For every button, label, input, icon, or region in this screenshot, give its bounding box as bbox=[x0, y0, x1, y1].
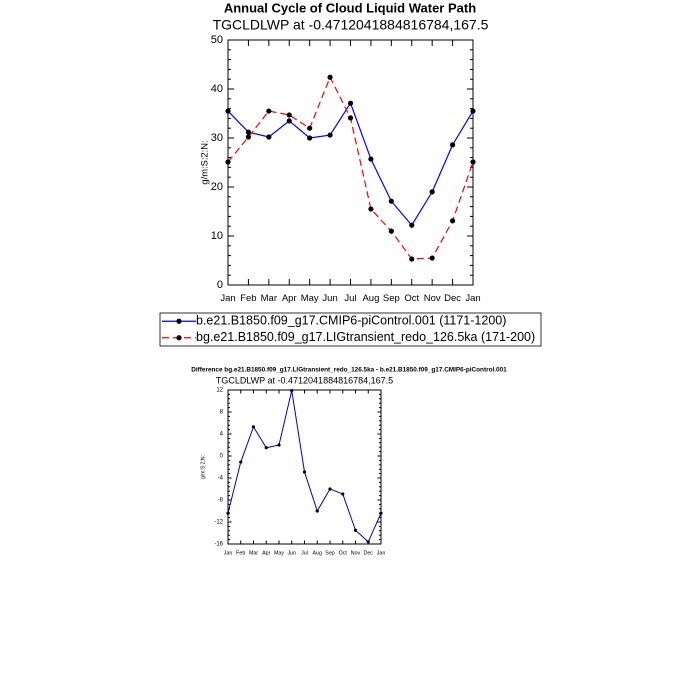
y-tick-label: 30 bbox=[211, 132, 223, 144]
chart: Difference bg.e21.B1850.f09_g17.LIGtrans… bbox=[191, 367, 507, 557]
data-point bbox=[341, 492, 345, 496]
x-tick-label: Aug bbox=[313, 551, 322, 557]
x-tick-label: May bbox=[301, 293, 319, 304]
data-point bbox=[327, 74, 333, 80]
plot-frame bbox=[227, 389, 382, 545]
chart-subtitle: TGCLDLWP at -0.4712041884816784,167.5 bbox=[213, 17, 489, 33]
data-point bbox=[302, 470, 307, 474]
data-point bbox=[368, 206, 374, 212]
data-point bbox=[327, 132, 333, 138]
chart-title: Difference bg.e21.B1850.f09_g17.LIGtrans… bbox=[191, 367, 507, 374]
data-point bbox=[347, 115, 354, 121]
y-tick-label: 40 bbox=[211, 83, 223, 95]
plot-frame bbox=[227, 39, 474, 286]
legend-box bbox=[159, 312, 542, 347]
data-point bbox=[368, 156, 374, 162]
data-point bbox=[409, 256, 415, 262]
data-point bbox=[315, 509, 319, 513]
y-axis-label: g/m:S:2:N: bbox=[199, 140, 209, 184]
data-point bbox=[290, 388, 294, 393]
x-tick-label: Jun bbox=[287, 551, 296, 557]
data-point bbox=[470, 108, 476, 114]
data-point bbox=[353, 528, 358, 532]
data-point bbox=[226, 511, 230, 515]
data-point bbox=[277, 443, 281, 447]
x-tick-label: Feb bbox=[240, 293, 256, 304]
x-tick-label: Sep bbox=[325, 551, 334, 557]
data-point bbox=[328, 487, 332, 491]
y-tick-label: -16 bbox=[214, 542, 223, 548]
data-point bbox=[307, 125, 313, 131]
y-tick-label: 12 bbox=[216, 388, 223, 394]
data-point bbox=[266, 134, 272, 140]
data-point bbox=[286, 118, 292, 124]
y-tick-label: -12 bbox=[214, 520, 223, 526]
data-point bbox=[251, 425, 256, 429]
y-tick-label: 20 bbox=[211, 181, 223, 193]
data-point bbox=[239, 460, 243, 464]
data-point bbox=[388, 228, 394, 234]
data-point bbox=[266, 108, 272, 114]
y-tick-label: 8 bbox=[220, 410, 224, 416]
x-tick-label: Jan bbox=[377, 551, 386, 557]
data-point bbox=[429, 189, 435, 195]
data-point bbox=[379, 511, 383, 515]
data-point bbox=[264, 446, 268, 450]
data-point bbox=[449, 218, 456, 224]
data-point bbox=[347, 100, 354, 106]
x-tick-label: Apr bbox=[262, 551, 270, 557]
x-tick-label: Jan bbox=[220, 293, 235, 304]
x-tick-label: Apr bbox=[282, 293, 297, 304]
data-point bbox=[225, 159, 231, 165]
y-tick-label: -4 bbox=[218, 476, 224, 482]
y-axis-label: g/m:S:2:N: bbox=[200, 455, 206, 479]
y-tick-label: 10 bbox=[211, 230, 223, 242]
chart: Annual Cycle of Cloud Liquid Water Path T… bbox=[159, 0, 542, 347]
x-tick-label: Jan bbox=[465, 293, 480, 304]
data-point bbox=[366, 540, 370, 544]
x-tick-label: Nov bbox=[351, 551, 361, 557]
x-tick-label: Nov bbox=[424, 293, 441, 304]
x-tick-label: Aug bbox=[362, 293, 379, 304]
y-tick-label: 0 bbox=[217, 279, 223, 291]
x-tick-label: Oct bbox=[404, 293, 419, 304]
legend-marker bbox=[176, 335, 182, 341]
x-tick-label: Dec bbox=[444, 293, 461, 304]
data-point bbox=[245, 134, 252, 140]
data-point bbox=[388, 198, 394, 204]
y-tick-label: 4 bbox=[220, 432, 224, 438]
x-tick-label: Mar bbox=[261, 293, 277, 304]
x-tick-label: Jul bbox=[344, 293, 356, 304]
y-tick-label: -8 bbox=[218, 498, 224, 504]
data-point bbox=[286, 112, 292, 118]
data-point bbox=[245, 129, 252, 135]
x-tick-label: Mar bbox=[249, 551, 258, 557]
chart-title: Annual Cycle of Cloud Liquid Water Path bbox=[224, 0, 476, 15]
series-line bbox=[227, 390, 382, 543]
y-tick-label: 0 bbox=[220, 454, 224, 460]
y-tick-label: 50 bbox=[211, 34, 223, 46]
x-tick-label: May bbox=[274, 551, 284, 557]
data-point bbox=[449, 142, 456, 148]
x-tick-label: Dec bbox=[364, 551, 374, 557]
x-tick-label: Jan bbox=[224, 551, 233, 557]
x-tick-label: Jul bbox=[301, 551, 308, 557]
legend-marker bbox=[176, 318, 182, 324]
chart-subtitle: TGCLDLWP at -0.4712041884816784,167.5 bbox=[216, 375, 393, 385]
x-tick-label: Feb bbox=[236, 551, 245, 557]
data-point bbox=[409, 222, 415, 228]
data-point bbox=[307, 135, 313, 141]
x-tick-label: Jun bbox=[322, 293, 337, 304]
legend-label: b.e21.B1850.f09_g17.CMIP6-piControl.001 … bbox=[196, 314, 506, 328]
x-tick-label: Oct bbox=[339, 551, 348, 557]
x-tick-label: Sep bbox=[383, 293, 400, 304]
legend-label: bg.e21.B1850.f09_g17.LIGtransient_redo_1… bbox=[196, 330, 535, 344]
data-point bbox=[470, 159, 476, 165]
series-line bbox=[227, 101, 474, 227]
data-point bbox=[429, 255, 435, 261]
data-point bbox=[225, 108, 231, 114]
